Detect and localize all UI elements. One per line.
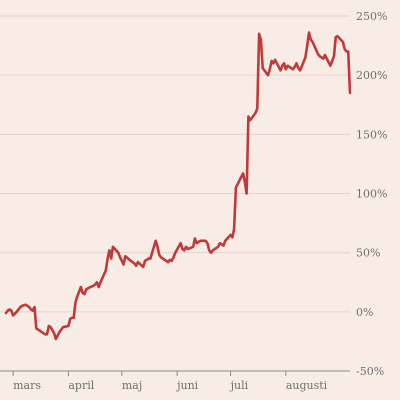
- x-tick-label: juli: [229, 379, 249, 392]
- x-tick-label: juni: [175, 379, 199, 392]
- y-tick-label: 100%: [356, 188, 387, 201]
- x-tick-label: mars: [13, 379, 41, 392]
- x-axis-tick-labels: mars april maj juni juli augusti: [13, 379, 328, 392]
- x-tick-label: maj: [122, 379, 142, 392]
- series-layer: [4, 31, 352, 341]
- y-tick-label: 250%: [356, 10, 387, 23]
- x-tick-label: augusti: [286, 379, 328, 392]
- y-tick-label: 200%: [356, 69, 387, 82]
- y-tick-label: 50%: [356, 247, 380, 260]
- grid-lines: [0, 15, 350, 313]
- y-tick-label: -50%: [356, 365, 384, 378]
- y-axis-tick-labels: 250% 200% 150% 100% 50% 0% -50%: [356, 10, 387, 378]
- y-tick-label: 150%: [356, 128, 387, 141]
- x-tick-label: april: [68, 379, 94, 392]
- x-axis: [0, 370, 350, 376]
- y-tick-label: 0%: [356, 306, 373, 319]
- series-line: [4, 31, 352, 341]
